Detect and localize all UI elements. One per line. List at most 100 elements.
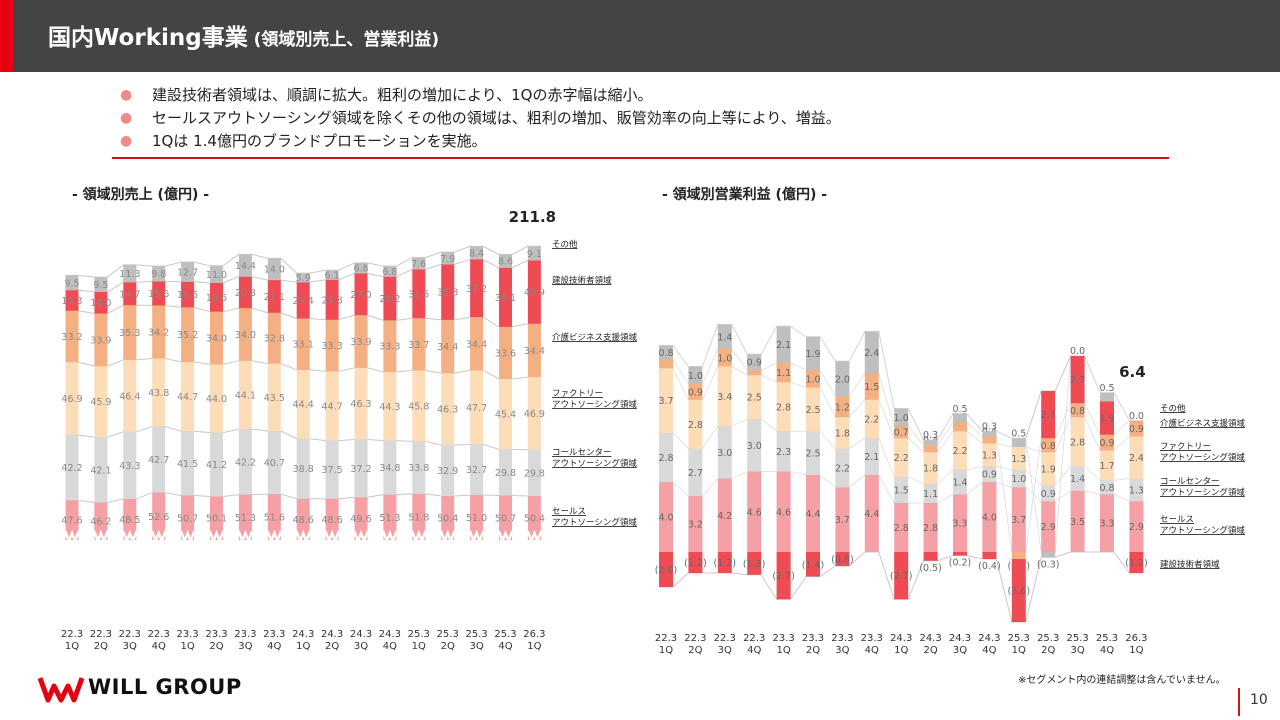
sales-bar-segment — [354, 439, 368, 498]
sales-value-label: 46.9 — [524, 409, 545, 420]
profit-value-label: 0.9 — [688, 387, 703, 398]
profit-value-label: 1.7 — [1099, 461, 1114, 472]
sales-category-label: 24.3 — [321, 629, 343, 640]
sales-value-label: 44.7 — [177, 392, 198, 403]
sales-value-label: 38.8 — [293, 464, 314, 475]
sales-value-label: 45.9 — [90, 397, 111, 408]
profit-value-label: 0.8 — [1041, 441, 1056, 452]
profit-category-label: 26.3 — [1125, 633, 1147, 644]
sales-bar-segment — [65, 310, 79, 363]
profit-value-label: 1.1 — [776, 368, 791, 379]
profit-bar-segment — [688, 366, 703, 384]
sales-bar-segment — [470, 370, 484, 445]
profit-value-label: 4.2 — [717, 511, 732, 522]
sales-bar-segment — [94, 502, 108, 540]
profit-bar-segment — [776, 363, 791, 383]
profit-category-label: 23.3 — [772, 633, 794, 644]
axis-break-icon — [351, 529, 371, 545]
sales-bar-segment — [296, 438, 310, 499]
footnote: ※セグメント内の連結調整は含んでいません。 — [1018, 675, 1226, 686]
sales-total-annotation: 211.8 — [509, 208, 556, 226]
profit-bar-segment — [1011, 438, 1026, 447]
title-bar: 国内Working事業 (領域別売上、営業利益) — [0, 0, 1280, 72]
page-title-main: 国内Working事業 — [48, 25, 248, 51]
sales-bar-segment — [94, 366, 108, 438]
sales-bar-segment — [267, 494, 281, 540]
profit-value-label: 1.0 — [894, 413, 909, 424]
sales-bar-segment — [152, 492, 166, 540]
sales-value-label: 50.7 — [495, 513, 516, 524]
profit-bar-segment — [747, 419, 762, 472]
sales-bar-segment — [65, 362, 79, 435]
sales-bar-segment — [325, 270, 339, 280]
profit-bar-segment — [953, 494, 967, 552]
sales-legend-label: 建設技術者領域 — [552, 275, 612, 286]
sales-value-label: 14.7 — [119, 289, 140, 300]
profit-bar-segment — [1011, 447, 1026, 470]
profit-bar-segment — [747, 552, 762, 575]
sales-value-label: 44.0 — [206, 394, 227, 405]
sales-category-label: 4Q — [267, 641, 281, 652]
profit-bar-segment — [1011, 469, 1026, 488]
profit-category-label: 2Q — [923, 645, 937, 656]
sales-value-label: 34.8 — [379, 463, 400, 474]
profit-bar-segment — [776, 431, 791, 472]
profit-bar-segment — [659, 552, 673, 587]
profit-category-label: 23.3 — [831, 633, 853, 644]
sales-value-label: 34.4 — [524, 346, 545, 357]
company-logo: WILL GROUP — [38, 672, 278, 708]
axis-break-icon — [466, 529, 487, 545]
profit-category-label: 24.3 — [890, 633, 912, 644]
profit-value-label: 3.7 — [835, 515, 850, 526]
sales-category-label: 22.3 — [90, 629, 112, 640]
profit-bar-segment — [864, 373, 879, 400]
sales-bar-segment — [267, 431, 281, 495]
sales-chart-title: - 領域別売上 (億円) - — [72, 187, 210, 203]
sales-bar-segment — [383, 371, 397, 441]
sales-bar-segment — [296, 318, 310, 370]
profit-bar-segment — [835, 361, 850, 397]
profit-bar-segment — [747, 375, 762, 419]
sales-bar-segment — [499, 495, 512, 540]
profit-bar-segment — [894, 476, 909, 503]
sales-bar-segment — [267, 280, 281, 313]
sales-bar-segment — [210, 311, 223, 365]
sales-bar-segment — [354, 497, 368, 540]
sales-bar-segment — [267, 312, 281, 364]
sales-category-label: 3Q — [354, 641, 368, 652]
profit-bar-segment — [1100, 480, 1114, 495]
sales-value-label: 20.3 — [235, 288, 256, 299]
profit-bar-segment — [923, 483, 938, 503]
sales-category-label: 25.3 — [408, 629, 430, 640]
sales-category-label: 1Q — [180, 641, 194, 652]
sales-bar-segment — [499, 449, 512, 496]
profit-value-label: 3.3 — [1099, 519, 1114, 530]
sales-bar-segment — [94, 313, 108, 367]
sales-value-label: 18.6 — [206, 293, 227, 304]
profit-value-label: 0.8 — [1099, 483, 1114, 494]
sales-bar-segment — [383, 276, 397, 321]
profit-value-label: 1.4 — [1070, 474, 1085, 485]
profit-value-label: (2.7) — [890, 571, 913, 582]
profit-bar-segment — [1041, 391, 1056, 439]
sales-bar-segment — [383, 440, 397, 495]
sales-category-label: 25.3 — [494, 629, 516, 640]
profit-value-label: 0.9 — [1129, 424, 1144, 435]
sales-bar-segment — [267, 258, 281, 281]
profit-value-label: (0.4) — [978, 561, 1001, 572]
sales-bar-segment — [123, 359, 137, 432]
profit-bar-segment — [776, 471, 791, 552]
sales-bar-segment — [152, 358, 166, 427]
profit-value-label: 1.4 — [717, 332, 732, 343]
profit-value-label: 2.2 — [952, 446, 967, 457]
sales-bar-segment — [441, 319, 455, 374]
sales-value-label: 46.2 — [90, 517, 111, 528]
profit-bar-segment — [923, 552, 938, 561]
sales-bar-segment — [412, 370, 426, 442]
bullet-dot-icon: ● — [120, 133, 133, 149]
bullet-item: ● 建設技術者領域は、順調に拡大。粗利の増加により、1Qの赤字幅は縮小。 — [120, 84, 841, 107]
sales-value-label: 47.7 — [466, 403, 487, 414]
sales-bar-segment — [412, 257, 426, 270]
profit-bar-segment — [659, 359, 673, 369]
profit-bar-segment — [1011, 559, 1026, 622]
